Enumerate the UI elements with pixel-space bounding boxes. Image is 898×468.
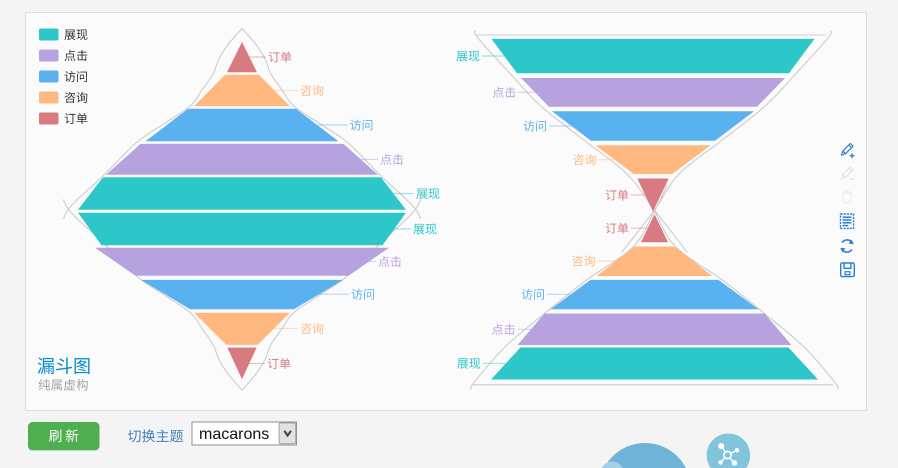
- svg-text:macarons: macarons: [199, 426, 269, 443]
